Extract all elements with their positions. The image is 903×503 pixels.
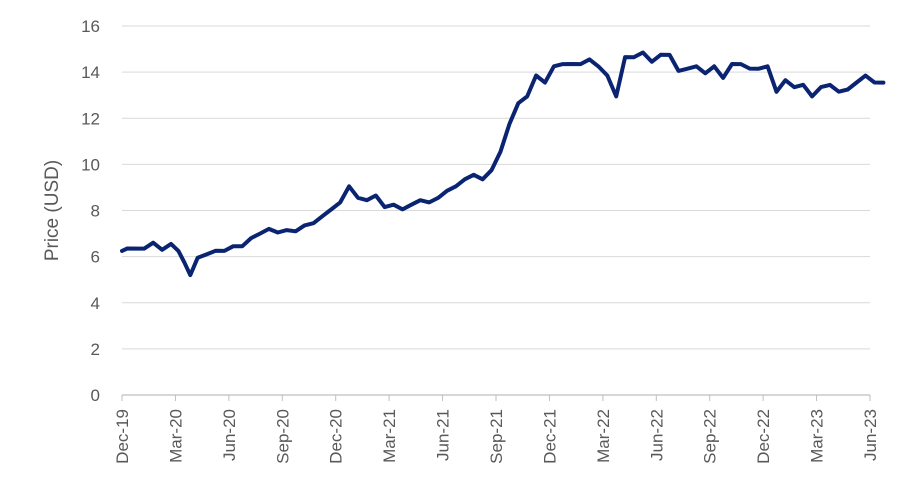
y-tick-label: 0 <box>91 386 100 405</box>
y-tick-label: 16 <box>81 17 100 36</box>
x-tick-label: Jun-20 <box>220 409 239 461</box>
series-line-price <box>120 50 886 278</box>
x-tick-label: Jun-21 <box>434 409 453 461</box>
y-axis-title: Price (USD) <box>42 160 63 261</box>
x-tick-label: Dec-19 <box>113 409 132 464</box>
x-tick-label: Dec-20 <box>327 409 346 464</box>
y-tick-label: 4 <box>91 294 100 313</box>
x-tick-label: Mar-21 <box>380 409 399 463</box>
y-tick-label: 10 <box>81 155 100 174</box>
gridlines <box>122 25 870 350</box>
x-tick-label: Jun-23 <box>861 409 880 461</box>
x-tick-label: Dec-21 <box>540 409 559 464</box>
y-tick-label: 6 <box>91 248 100 267</box>
x-tick-label: Mar-22 <box>594 409 613 463</box>
x-tick-label: Mar-20 <box>166 409 185 463</box>
x-tick-label: Mar-23 <box>808 409 827 463</box>
y-axis-ticks: 0 2 4 6 8 10 12 14 16 <box>81 17 100 405</box>
y-tick-label: 14 <box>81 63 100 82</box>
x-tick-label: Sep-22 <box>701 409 720 464</box>
x-tick-label: Sep-20 <box>273 409 292 464</box>
x-tick-label: Dec-22 <box>754 409 773 464</box>
x-axis-ticks: Dec-19 Mar-20 Jun-20 Sep-20 Dec-20 Mar-21 Jun-… <box>113 395 880 464</box>
x-tick-label: Jun-22 <box>647 409 666 461</box>
x-tick-label: Sep-21 <box>487 409 506 464</box>
y-tick-label: 12 <box>81 109 100 128</box>
y-tick-label: 2 <box>91 340 100 359</box>
y-tick-label: 8 <box>91 202 100 221</box>
